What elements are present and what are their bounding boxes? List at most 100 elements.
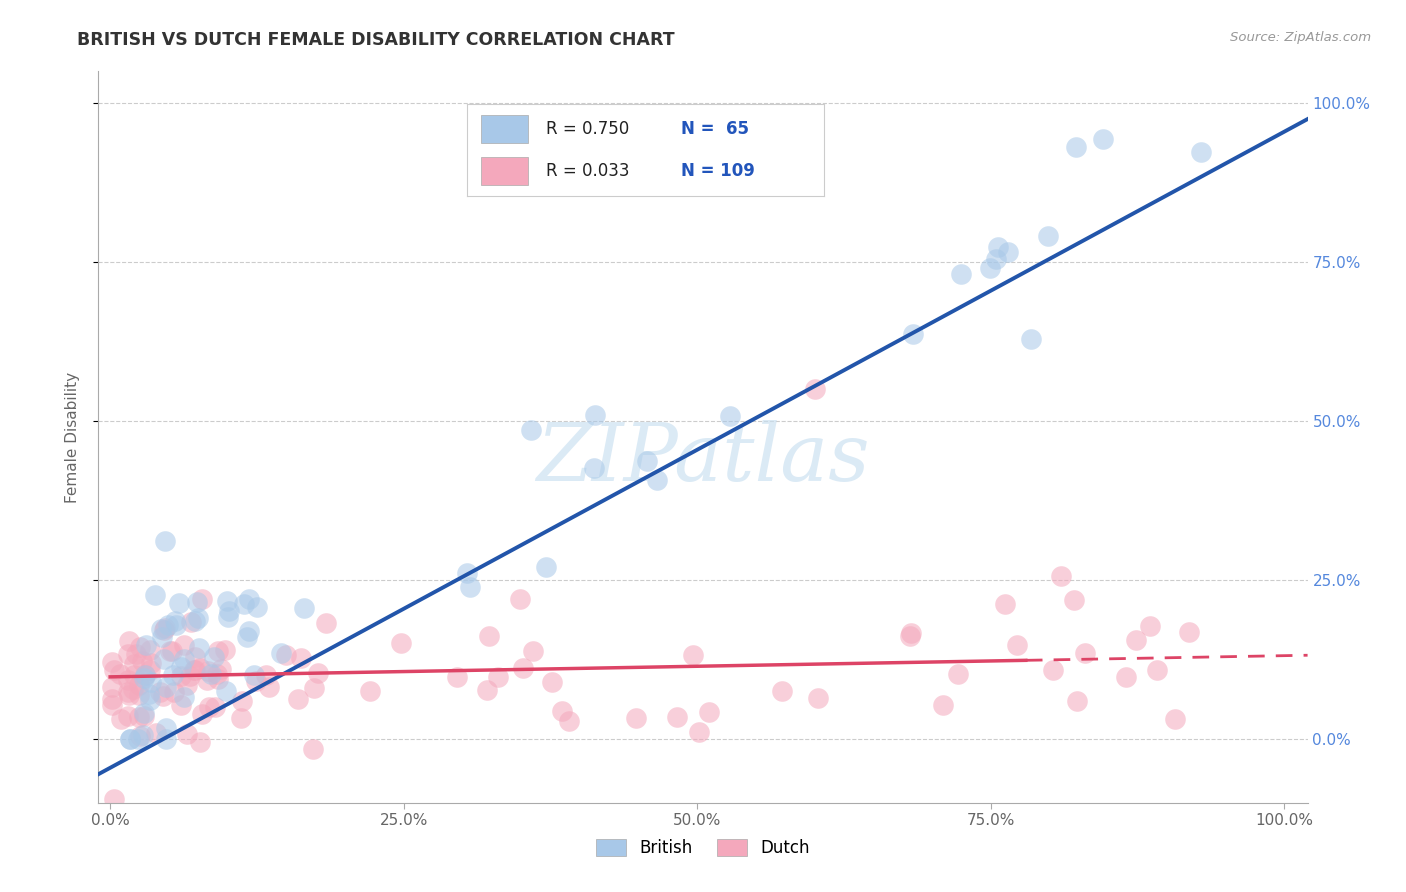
Point: [159, 644, 181, 658]
Point: [153, 621, 176, 635]
Point: [233, 598, 256, 612]
Point: [217, 609, 239, 624]
Point: [207, 644, 229, 658]
Point: [163, 614, 186, 628]
Point: [118, 634, 141, 648]
Point: [191, 706, 214, 721]
Point: [124, 647, 146, 661]
Point: [128, 689, 150, 703]
Point: [129, 640, 152, 654]
Point: [153, 534, 176, 549]
Point: [1139, 619, 1161, 633]
Point: [127, 732, 149, 747]
Point: [207, 667, 229, 681]
Point: [184, 614, 207, 628]
Point: [128, 710, 150, 724]
Point: [1050, 569, 1073, 583]
Point: [141, 656, 163, 670]
Point: [173, 652, 195, 666]
Point: [238, 591, 260, 606]
Point: [170, 669, 193, 683]
Point: [139, 663, 162, 677]
Point: [994, 598, 1017, 612]
Point: [477, 682, 499, 697]
Point: [186, 595, 208, 609]
Point: [117, 685, 139, 699]
Point: [162, 667, 184, 681]
Point: [1146, 663, 1168, 677]
Point: [155, 680, 177, 694]
Point: [931, 698, 953, 712]
Point: [110, 712, 132, 726]
Point: [512, 660, 534, 674]
Point: [301, 741, 323, 756]
Point: [108, 667, 131, 681]
Point: [217, 594, 239, 608]
Point: [1019, 333, 1042, 347]
Point: [101, 691, 124, 706]
Point: [276, 648, 298, 662]
Point: [254, 668, 277, 682]
Point: [100, 698, 122, 712]
Point: [184, 663, 207, 677]
Point: [155, 732, 177, 747]
Point: [209, 662, 232, 676]
Point: [1178, 625, 1201, 640]
Point: [128, 678, 150, 692]
Point: [134, 706, 156, 721]
Point: [997, 244, 1019, 259]
Point: [207, 673, 229, 687]
Point: [903, 327, 925, 342]
Point: [583, 409, 606, 423]
Point: [170, 698, 193, 713]
Point: [1164, 712, 1187, 726]
Point: [245, 673, 267, 688]
Point: [391, 636, 413, 650]
Point: [645, 473, 668, 487]
Point: [522, 643, 544, 657]
Point: [165, 617, 187, 632]
Point: [156, 617, 179, 632]
Point: [101, 680, 124, 694]
Point: [807, 691, 830, 706]
Point: [180, 615, 202, 629]
Point: [160, 644, 183, 658]
Point: [551, 704, 574, 718]
Legend: British, Dutch: British, Dutch: [589, 832, 817, 864]
Point: [214, 642, 236, 657]
Point: [202, 650, 225, 665]
Point: [287, 692, 309, 706]
Point: [145, 726, 167, 740]
Point: [1092, 132, 1115, 146]
Point: [139, 643, 162, 657]
Point: [197, 664, 219, 678]
Point: [478, 629, 501, 643]
Point: [187, 610, 209, 624]
Point: [135, 638, 157, 652]
Point: [184, 649, 207, 664]
Point: [132, 728, 155, 742]
Point: [259, 680, 281, 694]
Point: [132, 671, 155, 685]
Point: [697, 705, 720, 719]
Point: [152, 624, 174, 638]
Point: [359, 684, 381, 698]
Point: [118, 688, 141, 702]
Point: [188, 660, 211, 674]
Point: [898, 629, 921, 643]
Point: [122, 681, 145, 696]
Point: [167, 596, 190, 610]
Point: [176, 727, 198, 741]
Point: [682, 648, 704, 662]
Point: [307, 666, 329, 681]
Point: [290, 651, 312, 665]
Point: [1063, 593, 1085, 607]
Point: [131, 654, 153, 668]
Point: [183, 663, 205, 677]
Point: [198, 700, 221, 714]
Point: [141, 675, 163, 690]
Point: [246, 599, 269, 614]
Point: [138, 693, 160, 707]
Text: BRITISH VS DUTCH FEMALE DISABILITY CORRELATION CHART: BRITISH VS DUTCH FEMALE DISABILITY CORRE…: [77, 31, 675, 49]
Point: [520, 423, 543, 437]
